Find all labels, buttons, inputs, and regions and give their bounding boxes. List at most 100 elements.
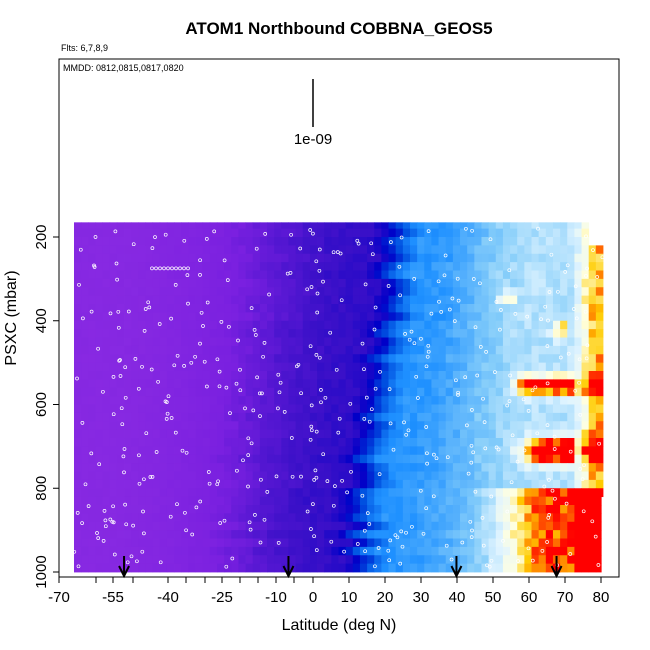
observation-point — [103, 524, 108, 529]
heatmap-cell — [524, 404, 532, 414]
heatmap-cell — [252, 379, 261, 389]
heatmap-cell — [252, 479, 261, 489]
x-tick-label: -55 — [102, 589, 124, 606]
heatmap-cell — [216, 362, 225, 372]
heatmap-cell — [202, 438, 211, 447]
heatmap-cell — [131, 530, 139, 539]
heatmap-cell — [374, 438, 382, 447]
heatmap-cell — [424, 262, 432, 271]
observation-point — [487, 564, 492, 569]
heatmap-cell — [331, 312, 339, 322]
heatmap-cell — [424, 463, 432, 472]
heatmap-cell — [317, 496, 325, 506]
heatmap-cell — [95, 463, 103, 472]
heatmap-cell — [181, 387, 189, 397]
heatmap-cell — [409, 429, 418, 439]
heatmap-cell — [281, 320, 289, 330]
heatmap-cell — [281, 222, 289, 230]
heatmap-cell — [74, 538, 82, 548]
heatmap-cell — [567, 354, 575, 364]
heatmap-cell — [538, 454, 547, 464]
heatmap-cell — [231, 463, 239, 472]
heatmap-cell — [124, 546, 132, 556]
heatmap-cell — [152, 304, 161, 313]
heatmap-cell — [510, 253, 518, 263]
heatmap-cell — [109, 228, 118, 238]
observation-point — [456, 390, 460, 395]
heatmap-cells — [74, 222, 604, 573]
heatmap-cell — [467, 262, 475, 271]
observation-point — [123, 365, 128, 370]
heatmap-cell — [302, 371, 311, 380]
heatmap-cell — [367, 479, 375, 489]
heatmap-cell — [245, 454, 254, 464]
heatmap-cell — [574, 496, 582, 506]
heatmap-cell — [224, 546, 232, 556]
heatmap-cell — [74, 521, 82, 531]
heatmap-cell — [552, 546, 561, 556]
heatmap-cell — [367, 354, 375, 364]
heatmap-cell — [510, 563, 518, 573]
heatmap-cell — [595, 387, 604, 397]
heatmap-cell — [238, 521, 246, 531]
heatmap-cell — [195, 396, 204, 405]
heatmap-cell — [245, 513, 254, 523]
heatmap-cell — [166, 228, 175, 238]
heatmap-cell — [195, 379, 204, 389]
observation-point — [144, 431, 149, 436]
heatmap-cell — [431, 479, 439, 489]
heatmap-cell — [374, 421, 382, 431]
heatmap-cell — [324, 253, 332, 263]
heatmap-cell — [431, 496, 439, 506]
heatmap-cell — [245, 345, 254, 355]
heatmap-cell — [302, 228, 311, 238]
heatmap-cell — [102, 463, 111, 472]
heatmap-cell — [288, 312, 297, 322]
heatmap-cell — [474, 396, 482, 405]
heatmap-cell — [302, 454, 311, 464]
heatmap-cell — [381, 362, 389, 372]
heatmap-cell — [545, 488, 554, 498]
heatmap-cell — [388, 412, 397, 422]
heatmap-cell — [102, 295, 111, 305]
heatmap-cell — [338, 488, 347, 498]
heatmap-cell — [552, 396, 561, 405]
heatmap-cell — [267, 546, 275, 556]
heatmap-cell — [488, 287, 497, 297]
heatmap-cell — [531, 438, 540, 447]
observation-point — [140, 549, 145, 554]
observation-point — [585, 343, 590, 348]
heatmap-cell — [88, 454, 96, 464]
heatmap-cell — [560, 228, 568, 238]
observation-point — [336, 430, 341, 435]
heatmap-cell — [345, 546, 354, 556]
heatmap-cell — [181, 429, 189, 439]
heatmap-cell — [116, 362, 125, 372]
heatmap-cell — [395, 337, 404, 347]
heatmap-cell — [245, 337, 254, 347]
heatmap-cell — [245, 278, 254, 288]
heatmap-cell — [295, 329, 304, 338]
heatmap-cell — [460, 253, 468, 263]
heatmap-cell — [245, 312, 254, 322]
observation-point — [397, 264, 402, 269]
heatmap-cell — [374, 505, 382, 514]
heatmap-cell — [345, 262, 354, 271]
heatmap-cell — [317, 278, 325, 288]
heatmap-cell — [245, 496, 254, 506]
heatmap-cell — [138, 222, 146, 230]
heatmap-cell — [367, 371, 375, 380]
heatmap-cell — [152, 479, 161, 489]
heatmap-cell — [574, 278, 582, 288]
heatmap-cell — [81, 463, 89, 472]
observation-point — [533, 385, 538, 390]
heatmap-cell — [395, 270, 404, 280]
heatmap-cell — [409, 563, 418, 573]
heatmap-cell — [209, 312, 218, 322]
heatmap-cell — [552, 454, 561, 464]
heatmap-cell — [281, 228, 289, 238]
heatmap-cell — [181, 379, 189, 389]
heatmap-cell — [74, 379, 82, 389]
heatmap-cell — [588, 270, 597, 280]
heatmap-cell — [195, 538, 204, 548]
